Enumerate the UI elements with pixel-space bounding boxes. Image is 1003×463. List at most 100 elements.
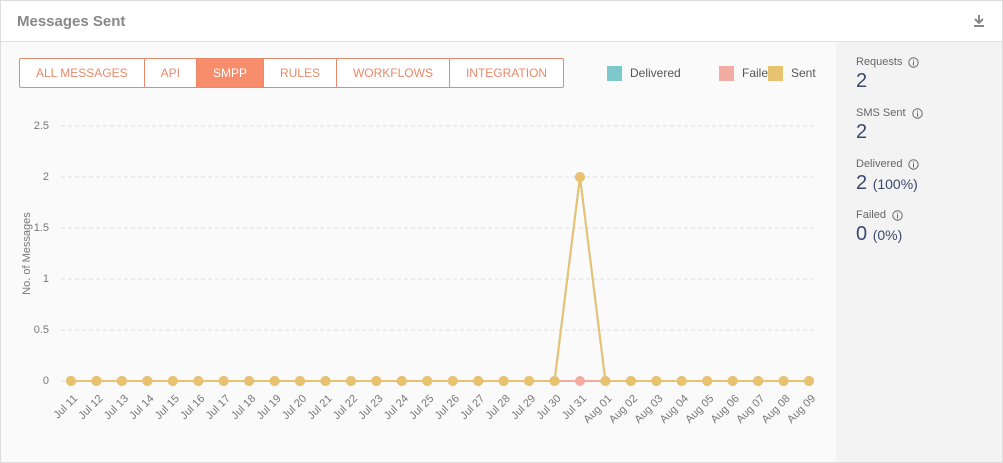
point — [91, 376, 102, 386]
y-tick-label: 0.5 — [34, 324, 49, 336]
stat-detail: (0%) — [872, 227, 903, 243]
point — [524, 376, 535, 386]
stat-label: Delivered — [856, 158, 1002, 170]
info-icon — [892, 209, 903, 221]
x-tick-label: Aug 09 — [785, 393, 818, 426]
point — [727, 376, 738, 386]
stat-detail: (100%) — [872, 176, 918, 192]
tab[interactable]: SMPP — [196, 59, 264, 87]
x-tick-label: Jul 11 — [52, 393, 81, 422]
y-tick-label: 0 — [43, 375, 49, 387]
header: Messages Sent — [1, 1, 1002, 42]
point — [345, 376, 356, 386]
point — [574, 172, 585, 182]
stat-value: 0 (0%) — [856, 223, 1002, 246]
point — [447, 376, 458, 386]
info-icon — [908, 56, 920, 68]
stats-panel: Requests 2 SMS Sent 2 Delivered 2 (100%) Faile… — [836, 42, 1002, 462]
stat: SMS Sent 2 — [856, 107, 1002, 144]
title: Messages Sent — [17, 12, 126, 30]
point — [193, 376, 204, 386]
stat-label-text: Delivered — [856, 158, 903, 170]
point — [473, 376, 484, 386]
x-tick-label: Jul 26 — [433, 393, 462, 422]
point — [702, 376, 713, 386]
point — [625, 376, 636, 386]
point — [269, 376, 280, 386]
legend-label: Sent — [791, 66, 816, 80]
x-tick-label: Jul 28 — [484, 393, 513, 422]
stat-label-text: Requests — [856, 56, 903, 68]
x-tick-label: Jul 18 — [229, 393, 258, 422]
x-tick-label: Jul 25 — [407, 393, 436, 422]
stat: Failed 0 (0%) — [856, 209, 1002, 246]
x-tick-label: Jul 21 — [305, 393, 334, 422]
x-tick-label: Jul 30 — [534, 393, 563, 422]
stat-label-text: Failed — [856, 209, 886, 221]
y-tick-label: 1 — [43, 273, 49, 285]
point — [142, 376, 153, 386]
x-tick-label: Jul 13 — [102, 393, 131, 422]
y-tick-label: 2.5 — [34, 120, 49, 132]
stat-value-text: 2 — [856, 172, 868, 194]
tab[interactable]: API — [145, 59, 197, 87]
point — [574, 376, 585, 386]
stat: Requests 2 — [856, 56, 1002, 93]
x-tick-label: Jul 23 — [356, 393, 385, 422]
stat-value-text: 2 — [856, 70, 868, 92]
x-tick-label: Jul 16 — [178, 393, 207, 422]
y-tick-label: 1.5 — [34, 222, 49, 234]
download-icon[interactable] — [972, 14, 986, 28]
x-tick-label: Jul 22 — [331, 393, 360, 422]
stat-value: 2 — [856, 121, 1002, 144]
stat-value: 2 — [856, 70, 1002, 93]
point — [651, 376, 662, 386]
point — [804, 376, 814, 386]
point — [218, 376, 229, 386]
point — [371, 376, 382, 386]
stat-label: Failed — [856, 209, 1002, 221]
tab[interactable]: RULES — [264, 59, 337, 87]
x-tick-label: Jul 24 — [382, 393, 411, 422]
stat-value-text: 0 — [856, 223, 868, 245]
x-tick-label: Jul 29 — [509, 393, 538, 422]
point — [600, 376, 611, 386]
point — [295, 376, 306, 386]
info-icon — [911, 107, 923, 119]
y-tick-label: 2 — [43, 171, 49, 183]
point — [753, 376, 764, 386]
legend-label: Delivered — [630, 66, 681, 80]
x-tick-label: Jul 19 — [255, 393, 284, 422]
x-tick-label: Jul 12 — [76, 393, 105, 422]
point — [320, 376, 331, 386]
point — [66, 376, 76, 386]
point — [676, 376, 687, 386]
stat: Delivered 2 (100%) — [856, 158, 1002, 195]
x-tick-label: Jul 15 — [153, 393, 182, 422]
point — [498, 376, 509, 386]
point — [549, 376, 560, 386]
tab[interactable]: WORKFLOWS — [337, 59, 450, 87]
legend-swatch — [719, 66, 734, 81]
x-tick-label: Jul 27 — [458, 393, 487, 422]
point — [422, 376, 433, 386]
x-tick-label: Jul 14 — [127, 393, 156, 422]
y-axis-label: No. of Messages — [21, 212, 33, 295]
stat-value-text: 2 — [856, 121, 868, 143]
point — [116, 376, 127, 386]
info-icon — [908, 158, 920, 170]
tab[interactable]: INTEGRATION — [465, 66, 548, 80]
point — [778, 376, 789, 386]
point — [167, 376, 178, 386]
x-tick-label: Jul 20 — [280, 393, 309, 422]
legend-swatch — [768, 66, 783, 81]
tab-bar: ALL MESSAGES API SMPP RULES WORKFLOWS INTEGRA… — [19, 58, 565, 88]
legend-swatch — [607, 66, 622, 81]
stat-label-text: SMS Sent — [856, 107, 906, 119]
x-tick-label: Jul 17 — [204, 393, 233, 422]
stat-value: 2 (100%) — [856, 172, 1002, 195]
tab[interactable]: ALL MESSAGES — [20, 59, 145, 87]
stat-label: SMS Sent — [856, 107, 1002, 119]
